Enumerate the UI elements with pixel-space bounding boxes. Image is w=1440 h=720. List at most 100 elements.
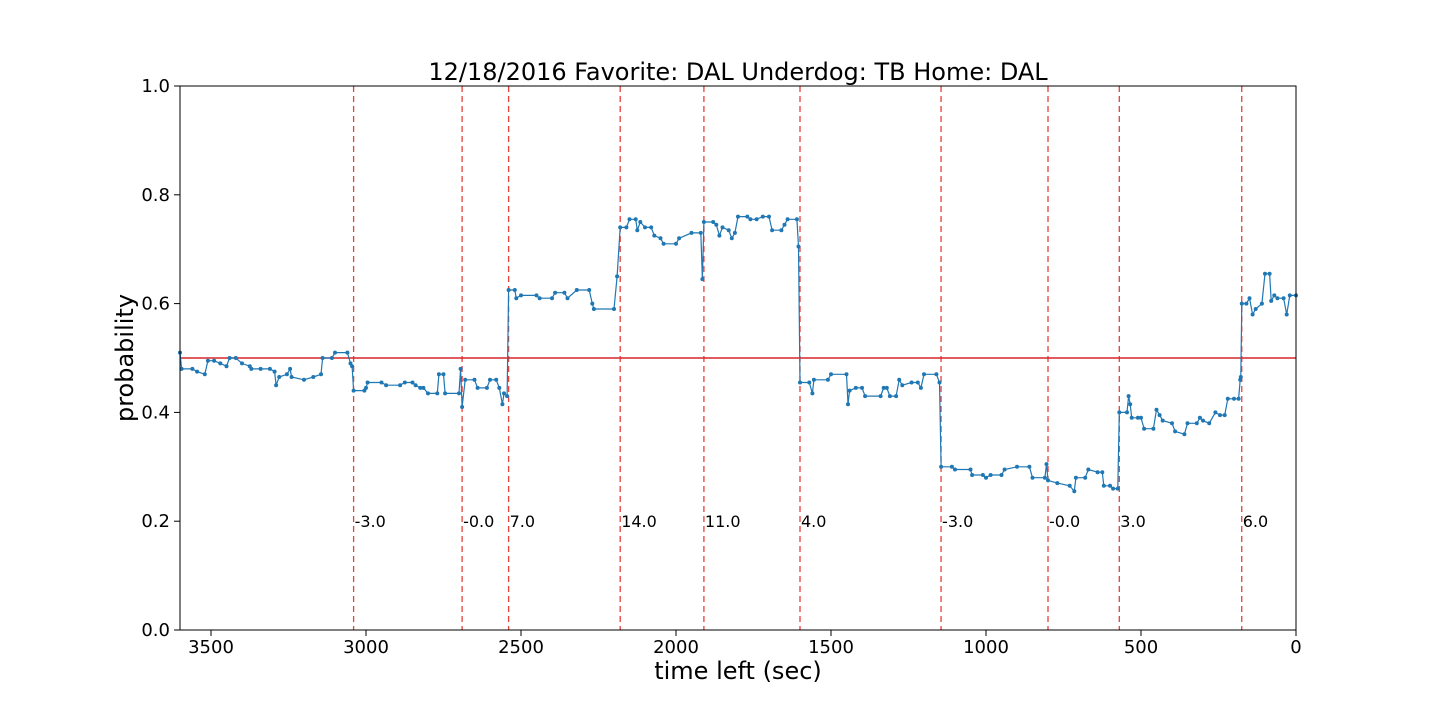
data-point (624, 225, 629, 230)
data-point (1250, 312, 1255, 317)
data-point (421, 385, 426, 390)
score-annotation-label: -3.0 (942, 512, 973, 531)
x-axis: 3500 3000 2500 2000 1500 1000 500 0 (188, 630, 1302, 658)
data-point (1185, 421, 1190, 426)
y-tick-label: 0.2 (141, 511, 170, 532)
data-point (497, 385, 502, 390)
data-point (212, 358, 217, 363)
score-annotation-label: -0.0 (1049, 512, 1080, 531)
data-point (1182, 432, 1187, 437)
data-point (227, 356, 232, 360)
data-point (1044, 462, 1049, 467)
data-point (810, 391, 815, 396)
data-point (612, 307, 616, 311)
data-point (798, 380, 802, 385)
data-point (984, 475, 988, 480)
score-annotation-label: 7.0 (510, 512, 535, 531)
x-tick-label: 2500 (498, 637, 544, 658)
data-point (494, 377, 499, 382)
data-point (1083, 475, 1088, 480)
data-point (884, 385, 889, 390)
x-tick-label: 500 (1124, 637, 1158, 658)
data-point (970, 473, 975, 477)
data-point (658, 236, 663, 241)
chart-title: 12/18/2016 Favorite: DAL Underdog: TB Ho… (428, 58, 1048, 86)
data-point (345, 350, 350, 355)
data-point (1030, 475, 1035, 480)
data-point (767, 214, 771, 219)
data-point (289, 375, 294, 379)
data-point (1100, 470, 1105, 475)
data-point (1253, 307, 1258, 311)
data-point (1042, 475, 1047, 480)
data-point (878, 394, 883, 399)
data-point (1108, 483, 1112, 488)
data-point (853, 385, 858, 390)
x-tick-label: 0 (1290, 637, 1301, 658)
data-point (953, 467, 957, 472)
data-point (274, 383, 279, 388)
data-point (1287, 293, 1292, 298)
data-point (460, 405, 465, 409)
data-point (1267, 271, 1272, 276)
data-point (909, 380, 914, 385)
data-point (1218, 413, 1222, 418)
data-point (794, 217, 799, 222)
data-point (844, 372, 849, 377)
data-point (205, 358, 210, 363)
data-point (179, 366, 184, 371)
data-point (384, 383, 389, 388)
data-point (701, 220, 706, 224)
data-point (1225, 396, 1230, 401)
data-point (472, 377, 477, 382)
data-point (643, 225, 647, 230)
data-point (922, 372, 926, 377)
data-point (458, 366, 463, 371)
data-point (272, 369, 277, 374)
data-point (1055, 481, 1060, 486)
data-point (999, 473, 1004, 477)
data-point (195, 369, 200, 374)
data-point (443, 391, 448, 396)
data-point (1095, 470, 1100, 475)
data-point (1263, 271, 1267, 276)
x-tick-label: 1500 (808, 637, 854, 658)
data-point (782, 222, 787, 227)
data-point (729, 236, 734, 241)
data-point (457, 391, 461, 396)
data-point (502, 391, 506, 396)
data-point (779, 228, 784, 233)
data-point (847, 388, 852, 393)
data-point (1244, 301, 1249, 306)
data-point (711, 220, 716, 224)
data-point (745, 214, 750, 219)
data-point (638, 220, 643, 224)
data-point (1128, 402, 1133, 407)
data-point (736, 214, 740, 219)
data-point (937, 380, 942, 385)
y-axis: 0.0 0.2 0.4 0.6 0.8 1.0 (141, 76, 180, 641)
x-tick-label: 3500 (188, 637, 234, 658)
y-tick-label: 1.0 (141, 76, 170, 97)
data-point (748, 217, 753, 222)
data-point (249, 366, 254, 371)
data-point (1117, 410, 1122, 415)
data-point (463, 377, 468, 382)
data-point (591, 307, 596, 311)
data-point (418, 385, 423, 390)
data-point (1129, 415, 1134, 420)
data-point (918, 385, 923, 390)
data-point (488, 377, 492, 382)
data-point (302, 377, 306, 382)
data-point (1139, 415, 1143, 420)
y-tick-label: 0.6 (141, 294, 170, 315)
data-point (760, 214, 765, 219)
data-point (618, 225, 623, 230)
data-point (674, 241, 678, 246)
data-point (240, 361, 244, 366)
data-point (1194, 421, 1199, 426)
data-point (785, 217, 790, 222)
data-point (754, 217, 759, 222)
data-point (633, 217, 638, 222)
data-point (350, 364, 355, 369)
